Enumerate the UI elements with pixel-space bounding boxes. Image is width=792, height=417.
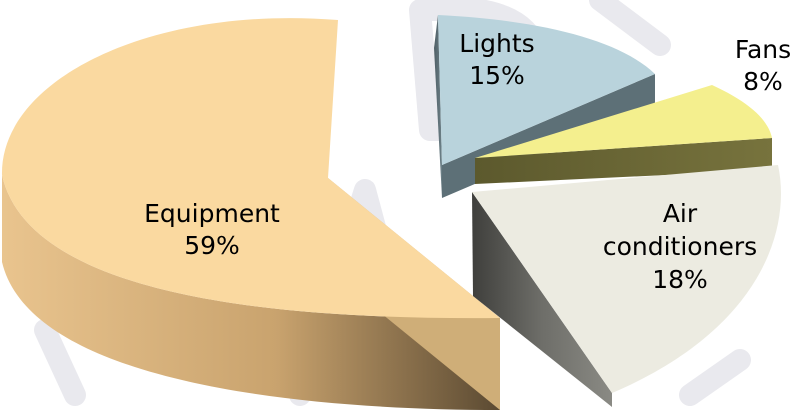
slice-lights-wall xyxy=(434,15,442,198)
label-air-conditioners-value: 18% xyxy=(652,265,708,294)
slice-air-conditioners xyxy=(472,165,781,407)
label-lights-name: Lights xyxy=(459,29,534,58)
label-fans-name: Fans xyxy=(735,35,791,64)
slice-air-conditioners-side xyxy=(472,192,612,407)
slice-equipment xyxy=(1,18,500,410)
slice-fans-top xyxy=(475,85,772,158)
slice-equipment-top xyxy=(1,18,500,319)
label-air-conditioners-line1: Air xyxy=(663,199,698,228)
label-equipment-value: 59% xyxy=(184,231,240,260)
label-air-conditioners-line2: conditioners xyxy=(603,232,757,261)
slice-equipment-side xyxy=(2,175,500,410)
label-lights-value: 15% xyxy=(469,61,525,90)
label-equipment-name: Equipment xyxy=(144,199,280,228)
label-fans-value: 8% xyxy=(743,67,783,96)
data-labels: Equipment 59% Lights 15% Fans 8% Air con… xyxy=(144,29,791,294)
slice-air-conditioners-top xyxy=(472,165,781,393)
slice-lights-top xyxy=(438,15,655,165)
